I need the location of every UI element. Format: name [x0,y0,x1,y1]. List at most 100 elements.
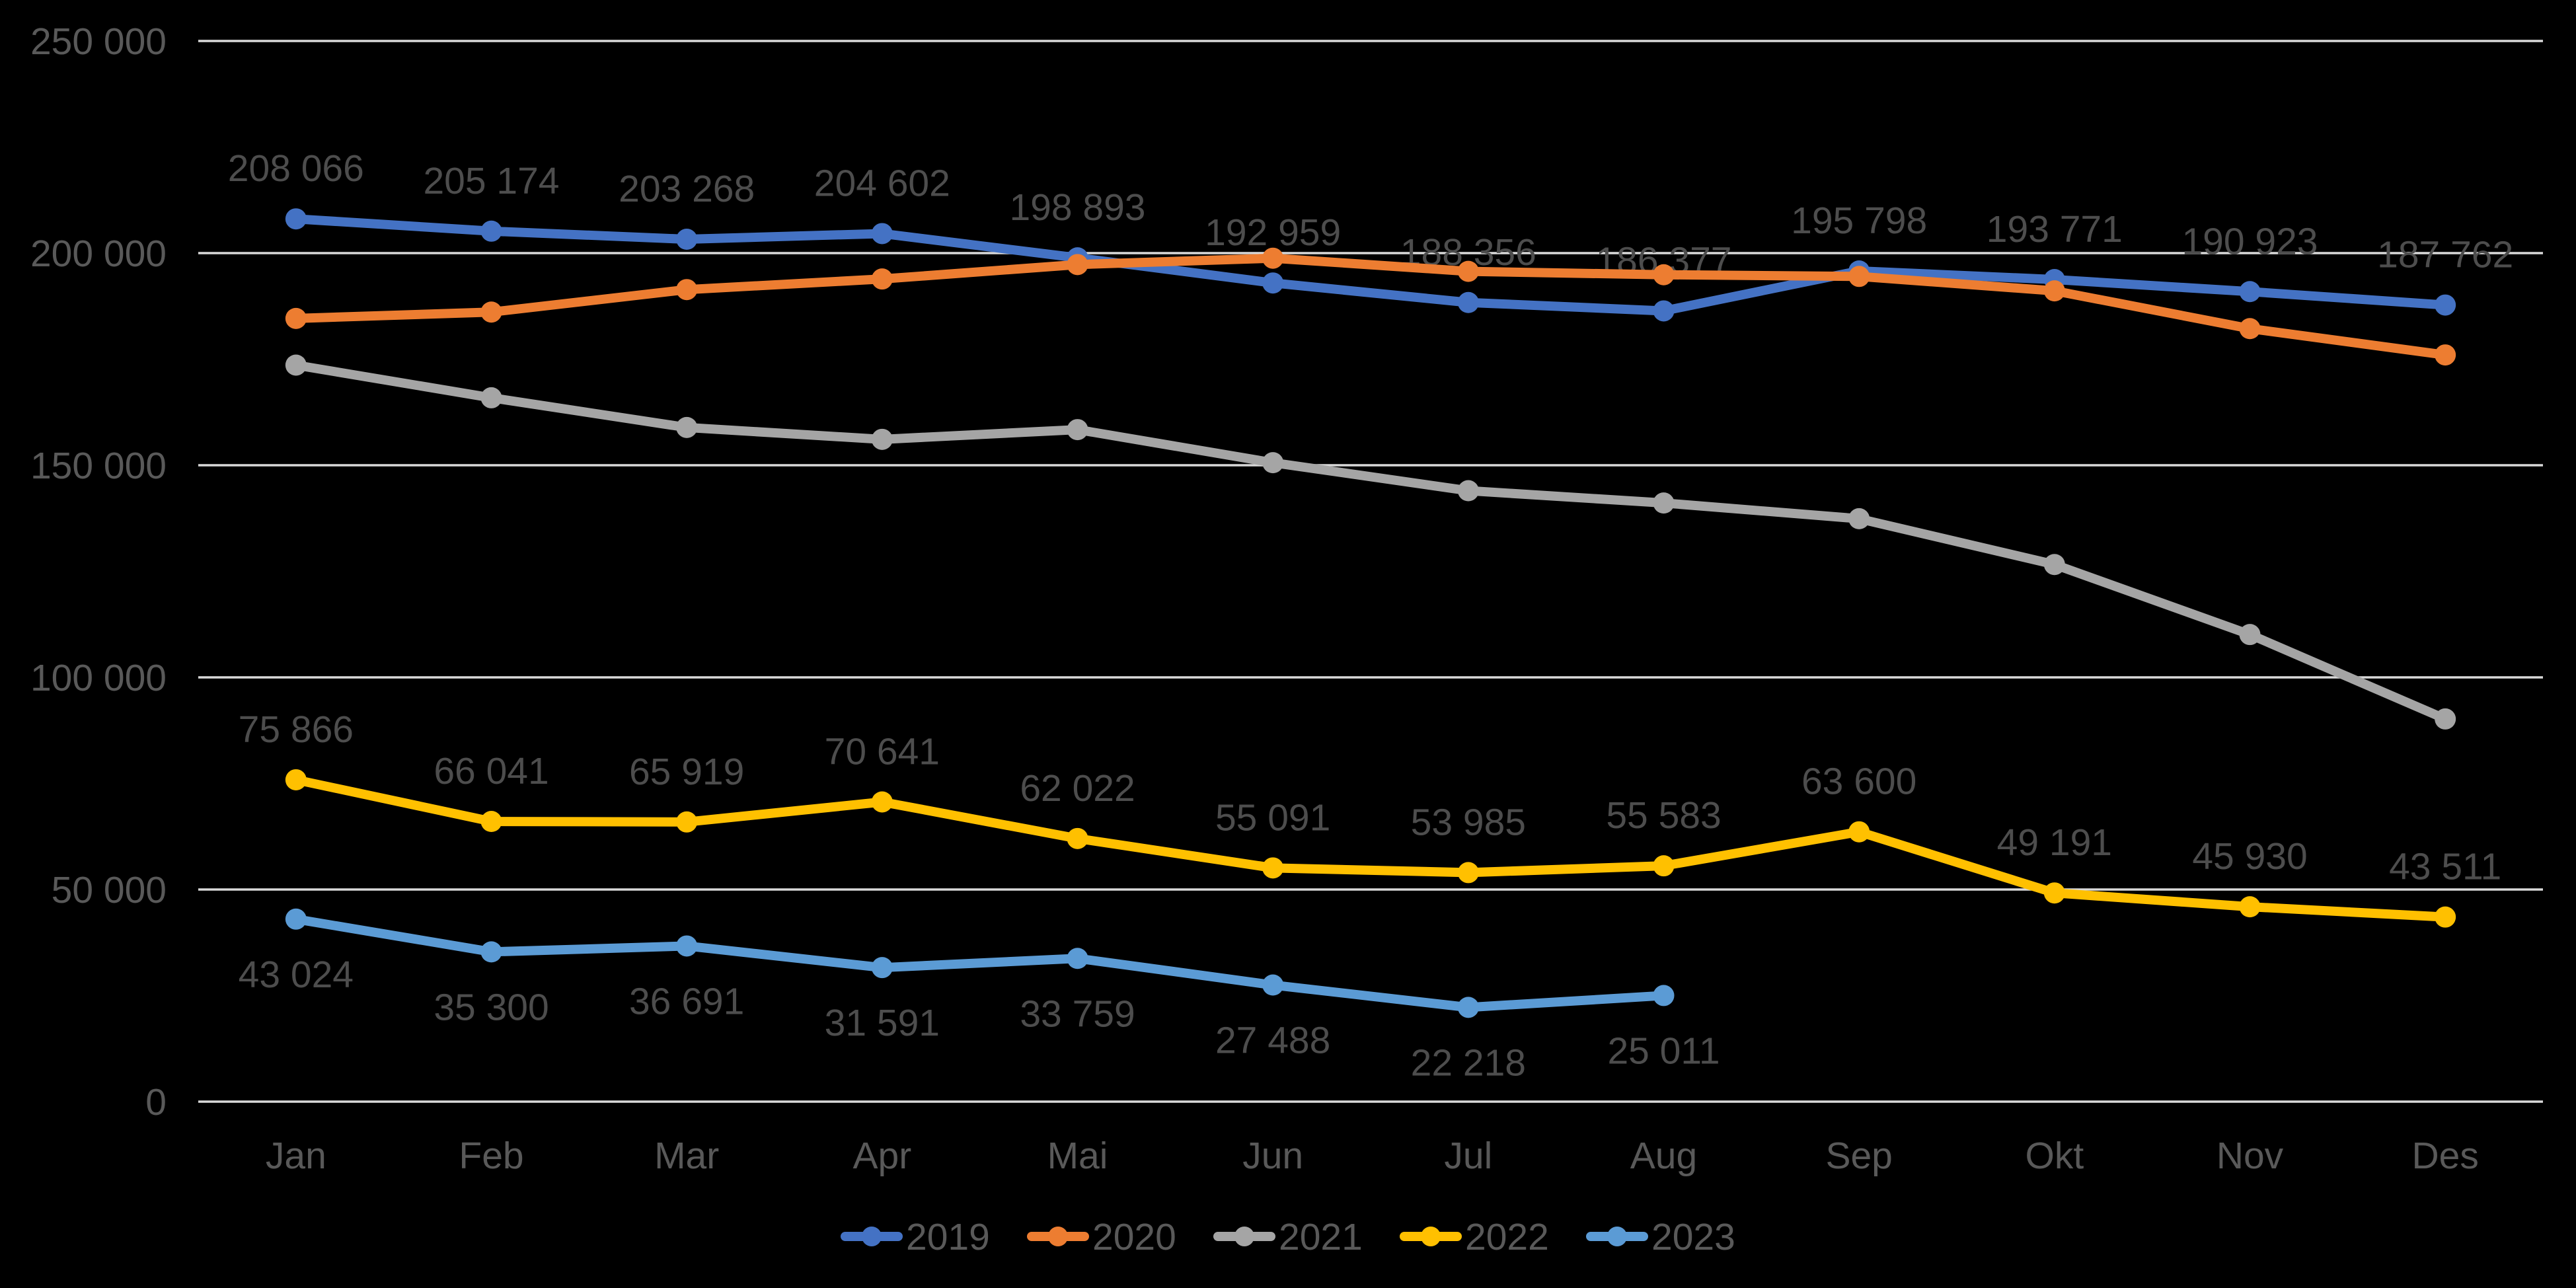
data-point-2019-Jan [285,208,307,230]
legend-label-2019: 2019 [906,1216,990,1258]
data-point-2020-Apr [871,268,893,290]
data-point-2020-Feb [480,301,502,323]
data-point-2023-Apr [871,957,893,979]
data-point-2022-Okt [2043,882,2065,904]
series-line-2023 [291,914,1669,1012]
series-2021 [285,354,2456,730]
data-point-2023-Mai [1067,948,1088,969]
data-label-2019-Mai: 198 893 [1009,186,1145,229]
data-point-2022-Jul [1457,862,1479,884]
y-tick-label: 150 000 [30,445,167,487]
data-point-2023-Jun [1262,974,1284,996]
data-point-2019-Mar [676,229,698,250]
series-2023: 43 024 35 300 36 691 31 591 33 759 27 488 22 2… [239,908,1720,1084]
data-point-2023-Feb [480,941,502,963]
x-tick-label-Jan: Jan [266,1135,326,1177]
series-line-2021 [291,360,2450,724]
x-tick-label-Jun: Jun [1242,1135,1303,1177]
data-label-2019-Jan: 208 066 [228,147,364,190]
data-point-2023-Jan [285,908,307,930]
data-point-2020-Des [2435,344,2456,366]
data-label-2019-Jun: 192 959 [1205,211,1341,254]
data-label-2019-Apr: 204 602 [814,162,950,204]
data-label-2019-Nov: 190 923 [2181,220,2318,262]
x-tick-label-Feb: Feb [459,1135,523,1177]
series-2020 [285,247,2456,366]
data-point-2023-Mar [676,935,698,957]
data-point-2020-Jan [285,307,307,329]
series-2019: 208 066 205 174 203 268 204 602 198 893 192 9… [228,147,2513,322]
data-point-2021-Des [2435,708,2456,730]
data-point-2023-Jul [1457,997,1479,1018]
x-tick-label-Okt: Okt [2025,1135,2084,1177]
data-point-2019-Aug [1653,300,1675,322]
legend-marker-2023 [1607,1227,1627,1246]
data-label-2019-Des: 187 762 [2377,234,2513,276]
data-point-2022-Apr [871,791,893,813]
x-tick-label-Sep: Sep [1825,1135,1892,1177]
x-tick-label-Mar: Mar [654,1135,719,1177]
legend-item-2021: 2021 [1213,1216,1363,1258]
data-point-2020-Jul [1457,260,1479,282]
series-2022: 75 866 66 041 65 919 70 641 62 022 55 091 53 9… [239,708,2501,928]
legend-marker-2019 [862,1227,882,1246]
legend-label-2021: 2021 [1279,1216,1363,1258]
x-tick-label-Aug: Aug [1630,1135,1697,1177]
legend-label-2020: 2020 [1092,1216,1176,1258]
legend-marker-2022 [1421,1227,1441,1246]
data-label-2022-Jun: 55 091 [1215,796,1330,839]
y-tick-label: 100 000 [30,657,167,699]
data-label-2023-Apr: 31 591 [825,1002,940,1044]
data-point-2021-Aug [1653,492,1675,514]
legend-item-2023: 2023 [1586,1216,1735,1258]
data-point-2022-Des [2435,906,2456,928]
series-line-2022 [291,775,2450,922]
data-point-2019-Nov [2239,281,2261,303]
legend-item-2020: 2020 [1027,1216,1176,1258]
data-point-2019-Jun [1262,272,1284,294]
legend-label-2023: 2023 [1651,1216,1735,1258]
data-point-2020-Sep [1848,266,1870,287]
data-label-2019-Mar: 203 268 [619,168,755,210]
data-label-2023-Feb: 35 300 [434,986,549,1028]
data-point-2021-Mai [1067,419,1088,441]
data-point-2022-Jan [285,769,307,790]
data-point-2020-Mai [1067,254,1088,276]
data-point-2020-Okt [2043,280,2065,302]
data-label-2022-Sep: 63 600 [1801,761,1916,803]
x-tick-label-Mai: Mai [1047,1135,1108,1177]
data-point-2021-Jun [1262,452,1284,474]
data-point-2020-Mar [676,279,698,301]
data-label-2022-Okt: 49 191 [1997,821,2112,864]
series-line-2020 [291,253,2450,360]
data-label-2022-Feb: 66 041 [434,750,549,792]
legend-item-2022: 2022 [1400,1216,1549,1258]
data-label-2023-Jan: 43 024 [239,954,354,996]
y-axis-tick-labels: 0 50 000 100 000 150 000 200 000 250 000 [30,20,167,1123]
data-point-2023-Aug [1653,985,1675,1006]
data-label-2019-Sep: 195 798 [1791,200,1927,242]
data-label-2019-Feb: 205 174 [423,160,559,202]
data-label-2023-Jul: 22 218 [1411,1042,1526,1084]
legend: 2019 2020 2021 2022 2023 [841,1216,1735,1258]
data-point-2021-Apr [871,428,893,450]
data-point-2021-Mar [676,416,698,438]
x-tick-label-Des: Des [2411,1135,2478,1177]
data-label-2022-Jul: 53 985 [1411,801,1526,843]
y-tick-label: 250 000 [30,20,167,63]
x-tick-label-Nov: Nov [2216,1135,2284,1177]
x-tick-label-Jul: Jul [1444,1135,1492,1177]
x-axis-month-labels: Jan Feb Mar Apr Mai Jun Jul Aug Sep Okt Nov Des [266,1135,2479,1177]
data-point-2021-Feb [480,387,502,408]
data-label-2023-Jun: 27 488 [1215,1020,1330,1062]
data-label-2022-Des: 43 511 [2389,846,2501,888]
data-point-2022-Sep [1848,821,1870,843]
data-label-2023-Aug: 25 011 [1607,1030,1720,1072]
data-label-2022-Mai: 62 022 [1020,767,1135,810]
data-point-2019-Jul [1457,291,1479,313]
data-point-2021-Jan [285,354,307,376]
data-label-2022-Nov: 45 930 [2192,835,2307,878]
data-point-2020-Jun [1262,247,1284,269]
data-point-2022-Feb [480,811,502,833]
